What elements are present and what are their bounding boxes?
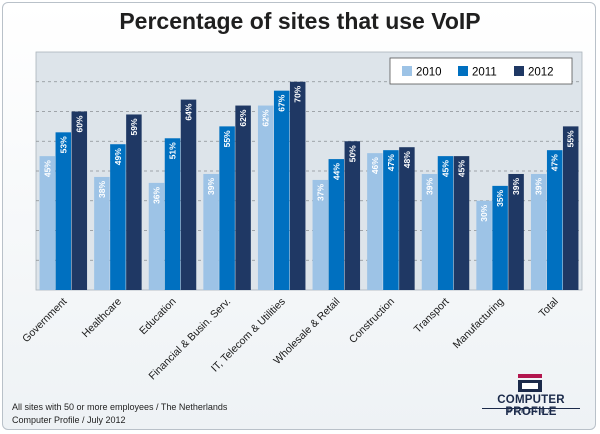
bar-2011-7 bbox=[437, 156, 454, 290]
bar-2012-3 bbox=[235, 105, 251, 290]
footer-note: All sites with 50 or more employees / Th… bbox=[12, 402, 228, 412]
data-label: 37% bbox=[315, 183, 325, 200]
data-label: 59% bbox=[129, 118, 139, 135]
bar-2010-7 bbox=[421, 173, 438, 290]
logo-name: COMPUTER PROFILE bbox=[497, 394, 565, 418]
data-label: 30% bbox=[479, 204, 489, 221]
data-label: 62% bbox=[261, 109, 271, 126]
bar-2011-5 bbox=[328, 159, 345, 290]
bar-2012-6 bbox=[399, 147, 415, 290]
data-label: 47% bbox=[386, 154, 396, 171]
bar-2010-5 bbox=[312, 179, 329, 290]
bar-2011-3 bbox=[219, 126, 235, 290]
bar-2010-4 bbox=[257, 105, 274, 290]
data-label: 49% bbox=[113, 148, 123, 165]
data-label: 39% bbox=[511, 178, 521, 195]
legend-swatch-2010 bbox=[402, 66, 412, 76]
data-label: 36% bbox=[152, 186, 162, 203]
bar-2011-4 bbox=[273, 90, 290, 290]
data-label: 39% bbox=[425, 178, 435, 195]
x-tick-label: Government bbox=[20, 296, 69, 345]
data-label: 50% bbox=[347, 145, 357, 162]
data-label: 44% bbox=[331, 163, 341, 180]
footer-source: Computer Profile / July 2012 bbox=[12, 415, 126, 425]
bar-2012-9 bbox=[562, 126, 579, 290]
data-label: 45% bbox=[42, 160, 52, 177]
logo-mark bbox=[518, 374, 542, 392]
data-label: 67% bbox=[277, 94, 287, 111]
bar-2011-8 bbox=[492, 185, 508, 290]
data-label: 64% bbox=[184, 103, 194, 120]
bar-2010-3 bbox=[203, 173, 219, 290]
data-label: 45% bbox=[457, 160, 467, 177]
bar-2012-8 bbox=[508, 173, 524, 290]
data-label: 48% bbox=[402, 151, 412, 168]
data-label: 45% bbox=[441, 160, 451, 177]
data-label: 55% bbox=[222, 130, 232, 147]
data-label: 60% bbox=[74, 115, 84, 132]
bar-2010-1 bbox=[94, 176, 110, 290]
bar-2010-2 bbox=[148, 182, 165, 290]
company-logo: COMPUTER PROFILE BENELUX bbox=[480, 372, 582, 424]
bar-2011-9 bbox=[546, 150, 563, 290]
bar-2010-6 bbox=[367, 153, 383, 290]
bar-2012-5 bbox=[344, 141, 361, 290]
data-label: 62% bbox=[238, 109, 248, 126]
bar-2011-6 bbox=[383, 150, 399, 290]
data-label: 39% bbox=[534, 178, 544, 195]
bar-2010-9 bbox=[530, 173, 547, 290]
legend-label-2012: 2012 bbox=[528, 67, 554, 79]
data-label: 55% bbox=[566, 130, 576, 147]
legend-label-2011: 2011 bbox=[472, 67, 497, 79]
chart-title: Percentage of sites that use VoIP bbox=[119, 8, 481, 34]
x-tick-label: Education bbox=[137, 296, 179, 338]
x-tick-label: Total bbox=[537, 296, 561, 320]
logo-subtitle: BENELUX bbox=[507, 409, 555, 415]
bar-2011-0 bbox=[55, 132, 72, 290]
bar-2012-1 bbox=[126, 114, 142, 290]
data-label: 46% bbox=[370, 157, 380, 174]
data-label: 38% bbox=[97, 181, 107, 198]
legend-swatch-2011 bbox=[458, 66, 468, 76]
data-label: 35% bbox=[495, 189, 505, 206]
legend-label-2010: 2010 bbox=[416, 67, 442, 79]
bar-2012-4 bbox=[289, 81, 306, 290]
data-label: 51% bbox=[168, 142, 178, 159]
x-tick-label: Transport bbox=[412, 296, 452, 336]
bar-2010-0 bbox=[39, 156, 56, 290]
legend-box bbox=[389, 57, 573, 85]
legend-swatch-2012 bbox=[514, 66, 524, 76]
bar-2011-1 bbox=[110, 144, 126, 290]
bar-2010-8 bbox=[476, 200, 492, 290]
data-label: 53% bbox=[58, 136, 68, 153]
bar-2012-2 bbox=[180, 99, 197, 290]
bar-2012-0 bbox=[71, 111, 88, 290]
data-label: 39% bbox=[206, 178, 216, 195]
bar-2012-7 bbox=[453, 156, 470, 290]
data-label: 70% bbox=[293, 85, 303, 102]
x-tick-label: Manufacturing bbox=[451, 296, 507, 352]
x-tick-label: Healthcare bbox=[80, 296, 125, 341]
data-label: 47% bbox=[550, 154, 560, 171]
bars: 45% 53% 60% 38% 49% 59% 36% 51% 64% 39% 55% 62% 62% 6… bbox=[39, 81, 579, 290]
bar-2011-2 bbox=[164, 138, 181, 290]
legend: 2010 2011 2012 bbox=[389, 57, 573, 85]
x-tick-label: Construction bbox=[347, 296, 397, 346]
